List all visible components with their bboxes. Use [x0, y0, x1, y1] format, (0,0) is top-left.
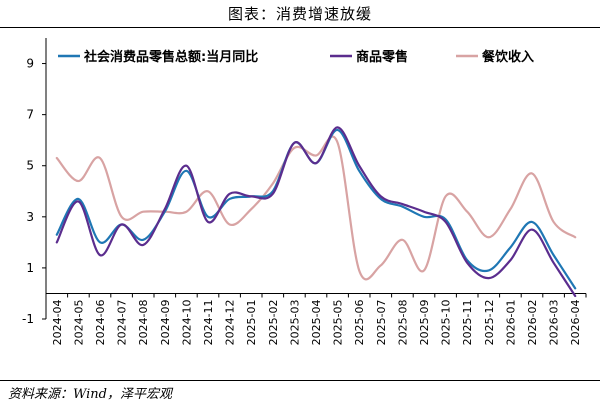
x-tick-label: 2026-03 — [548, 299, 561, 345]
y-tick-label: 5 — [26, 159, 34, 173]
x-tick-label: 2024-10 — [180, 299, 193, 345]
chart-axes: -1 1 3 5 7 9 2024-04 2024-05 2024-06 2024-07 2024-… — [22, 38, 587, 345]
x-tick-label: 2025-05 — [332, 299, 345, 345]
x-tick-label: 2025-09 — [418, 299, 431, 345]
chart-legend: 社会消费品零售总额:当月同比 商品零售 餐饮收入 — [58, 49, 534, 65]
x-tick-label: 2025-04 — [310, 299, 323, 345]
x-tick-label: 2024-08 — [137, 299, 150, 345]
x-tick-label: 2024-06 — [94, 299, 107, 345]
legend-label: 餐饮收入 — [481, 49, 534, 65]
y-tick-label: -1 — [22, 312, 34, 326]
source-note: 资料来源：Wind，泽平宏观 — [8, 387, 172, 402]
figure-title: 图表：消费增速放缓 — [227, 5, 372, 23]
series-line — [55, 135, 577, 281]
legend-label: 商品零售 — [356, 49, 408, 65]
y-tick-label: 1 — [26, 261, 34, 275]
x-tick-label: 2026-04 — [569, 299, 582, 345]
y-tick-label: 3 — [26, 210, 34, 224]
y-tick-label: 7 — [26, 108, 34, 122]
x-tick-label: 2024-09 — [159, 299, 172, 345]
series-line — [55, 126, 577, 298]
x-tick-label: 2025-02 — [267, 299, 280, 345]
bottom-rule — [0, 380, 600, 381]
x-tick-label: 2024-07 — [116, 299, 129, 345]
x-tick-label: 2025-03 — [288, 299, 301, 345]
x-tick-label: 2025-08 — [396, 299, 409, 345]
x-tick-label: 2024-04 — [51, 299, 64, 345]
top-rule — [0, 27, 600, 28]
x-tick-label: 2025-07 — [375, 299, 388, 345]
x-tick-label: 2024-05 — [72, 299, 85, 345]
x-tick-label: 2025-06 — [353, 299, 366, 345]
legend-label: 社会消费品零售总额:当月同比 — [83, 49, 258, 65]
x-tick-label: 2024-12 — [224, 299, 237, 345]
x-tick-label: 2026-02 — [526, 299, 539, 345]
x-tick-label: 2026-01 — [504, 299, 517, 345]
chart-series — [55, 126, 577, 298]
x-tick-label: 2025-11 — [461, 299, 474, 345]
x-tick-label: 2025-12 — [483, 299, 496, 345]
line-chart: 社会消费品零售总额:当月同比 商品零售 餐饮收入 -1 1 3 5 7 9 2024-04 202… — [22, 38, 587, 345]
series-line — [55, 128, 577, 290]
x-tick-label: 2025-01 — [245, 299, 258, 345]
x-tick-label: 2024-11 — [202, 299, 215, 345]
x-tick-label: 2025-10 — [440, 299, 453, 345]
y-tick-label: 9 — [26, 57, 34, 71]
